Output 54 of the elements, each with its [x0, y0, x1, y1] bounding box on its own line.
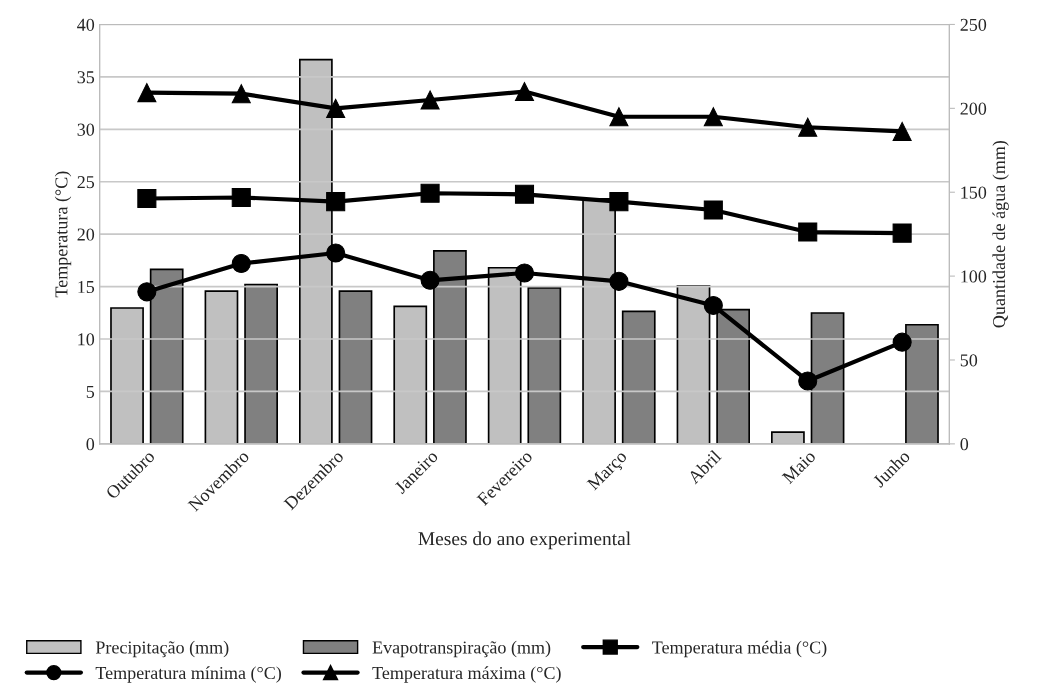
- point: [420, 183, 440, 203]
- point: [703, 107, 723, 127]
- legend-label: Temperatura mínima (°C): [95, 666, 281, 683]
- y-tick-label: 20: [77, 228, 95, 241]
- point: [798, 371, 818, 391]
- point: [326, 98, 346, 118]
- point: [231, 187, 251, 208]
- point: [420, 90, 440, 110]
- y2-tick-label: 150: [961, 186, 987, 199]
- bar: [621, 310, 656, 444]
- y2-tick-label: 250: [960, 18, 987, 31]
- legend-label: Temperatura média (°C): [652, 640, 827, 658]
- point: [609, 107, 629, 127]
- point: [514, 184, 535, 204]
- bar: [244, 283, 278, 444]
- point: [326, 192, 346, 212]
- legend-label: Temperatura máxima (°C): [372, 666, 561, 683]
- point: [137, 83, 157, 103]
- legend-label: Evapotranspiração (mm): [372, 640, 551, 658]
- y2-tick-label: 50: [960, 354, 978, 367]
- y-tick-label: 0: [86, 438, 95, 451]
- y-tick-label: 25: [77, 176, 95, 189]
- y2-axis-title: Quantidade de água (mm): [992, 140, 1009, 328]
- point: [798, 222, 818, 242]
- point: [892, 332, 912, 352]
- point: [609, 271, 629, 291]
- point: [137, 188, 157, 209]
- point: [137, 282, 157, 302]
- point: [892, 121, 912, 141]
- y-tick-label: 15: [78, 280, 95, 294]
- y-tick-label: 10: [78, 333, 95, 346]
- y-axis-title: Temperatura (°C): [54, 171, 72, 298]
- y2-tick-label: 100: [961, 270, 987, 283]
- point: [231, 253, 251, 274]
- y-tick-label: 40: [77, 18, 95, 31]
- bar: [527, 287, 562, 444]
- point: [703, 295, 723, 316]
- point: [703, 200, 723, 220]
- y-tick-label: 30: [77, 123, 95, 136]
- legend-label: Precipitação (mm): [95, 640, 229, 658]
- point: [231, 84, 251, 104]
- point: [514, 263, 535, 283]
- point: [326, 243, 346, 263]
- point: [609, 192, 629, 212]
- point: [420, 270, 440, 290]
- point: [798, 117, 818, 137]
- y-tick-label: 5: [86, 385, 95, 398]
- y-tick-label: 35: [77, 71, 95, 84]
- point: [514, 82, 535, 102]
- y2-tick-label: 0: [960, 438, 969, 451]
- bar: [338, 290, 373, 444]
- y2-tick-label: 200: [960, 102, 987, 115]
- point: [892, 223, 912, 243]
- x-axis-title: Meses do ano experimental: [418, 531, 631, 550]
